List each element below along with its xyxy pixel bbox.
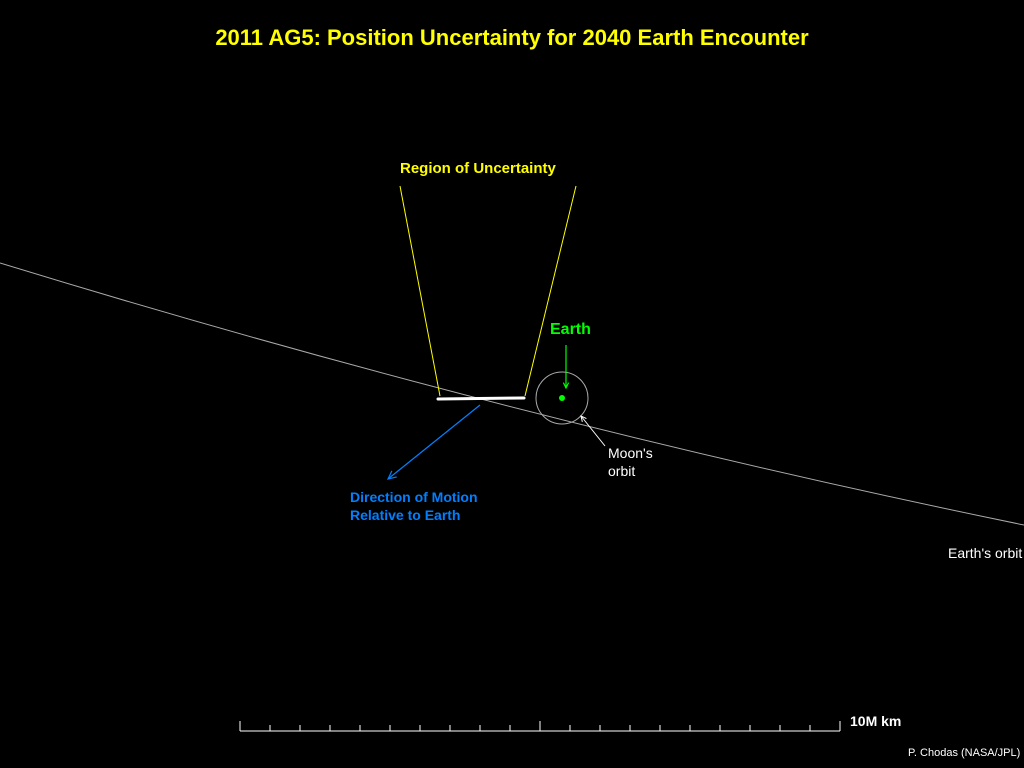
moon-orbit-label-1: Moon's <box>608 445 653 461</box>
earth-orbit-label: Earth's orbit <box>948 545 1022 561</box>
earth-dot <box>559 395 565 401</box>
earth-orbit-curve <box>0 263 1024 525</box>
orbital-diagram: Earth's orbit Moon's orbit Earth Region of U… <box>0 0 1024 768</box>
uncertainty-line-0 <box>400 186 440 396</box>
diagram-title: 2011 AG5: Position Uncertainty for 2040 … <box>0 25 1024 51</box>
direction-label-2: Relative to Earth <box>350 507 460 523</box>
earth-label: Earth <box>550 321 591 338</box>
scale-bar-label: 10M km <box>850 713 901 729</box>
direction-label-1: Direction of Motion <box>350 489 478 505</box>
moon-orbit-label-2: orbit <box>608 463 635 479</box>
credit-text: P. Chodas (NASA/JPL) <box>908 747 1020 759</box>
uncertainty-segment <box>438 398 524 399</box>
uncertainty-line-1 <box>525 186 576 396</box>
uncertainty-label: Region of Uncertainty <box>400 160 557 177</box>
